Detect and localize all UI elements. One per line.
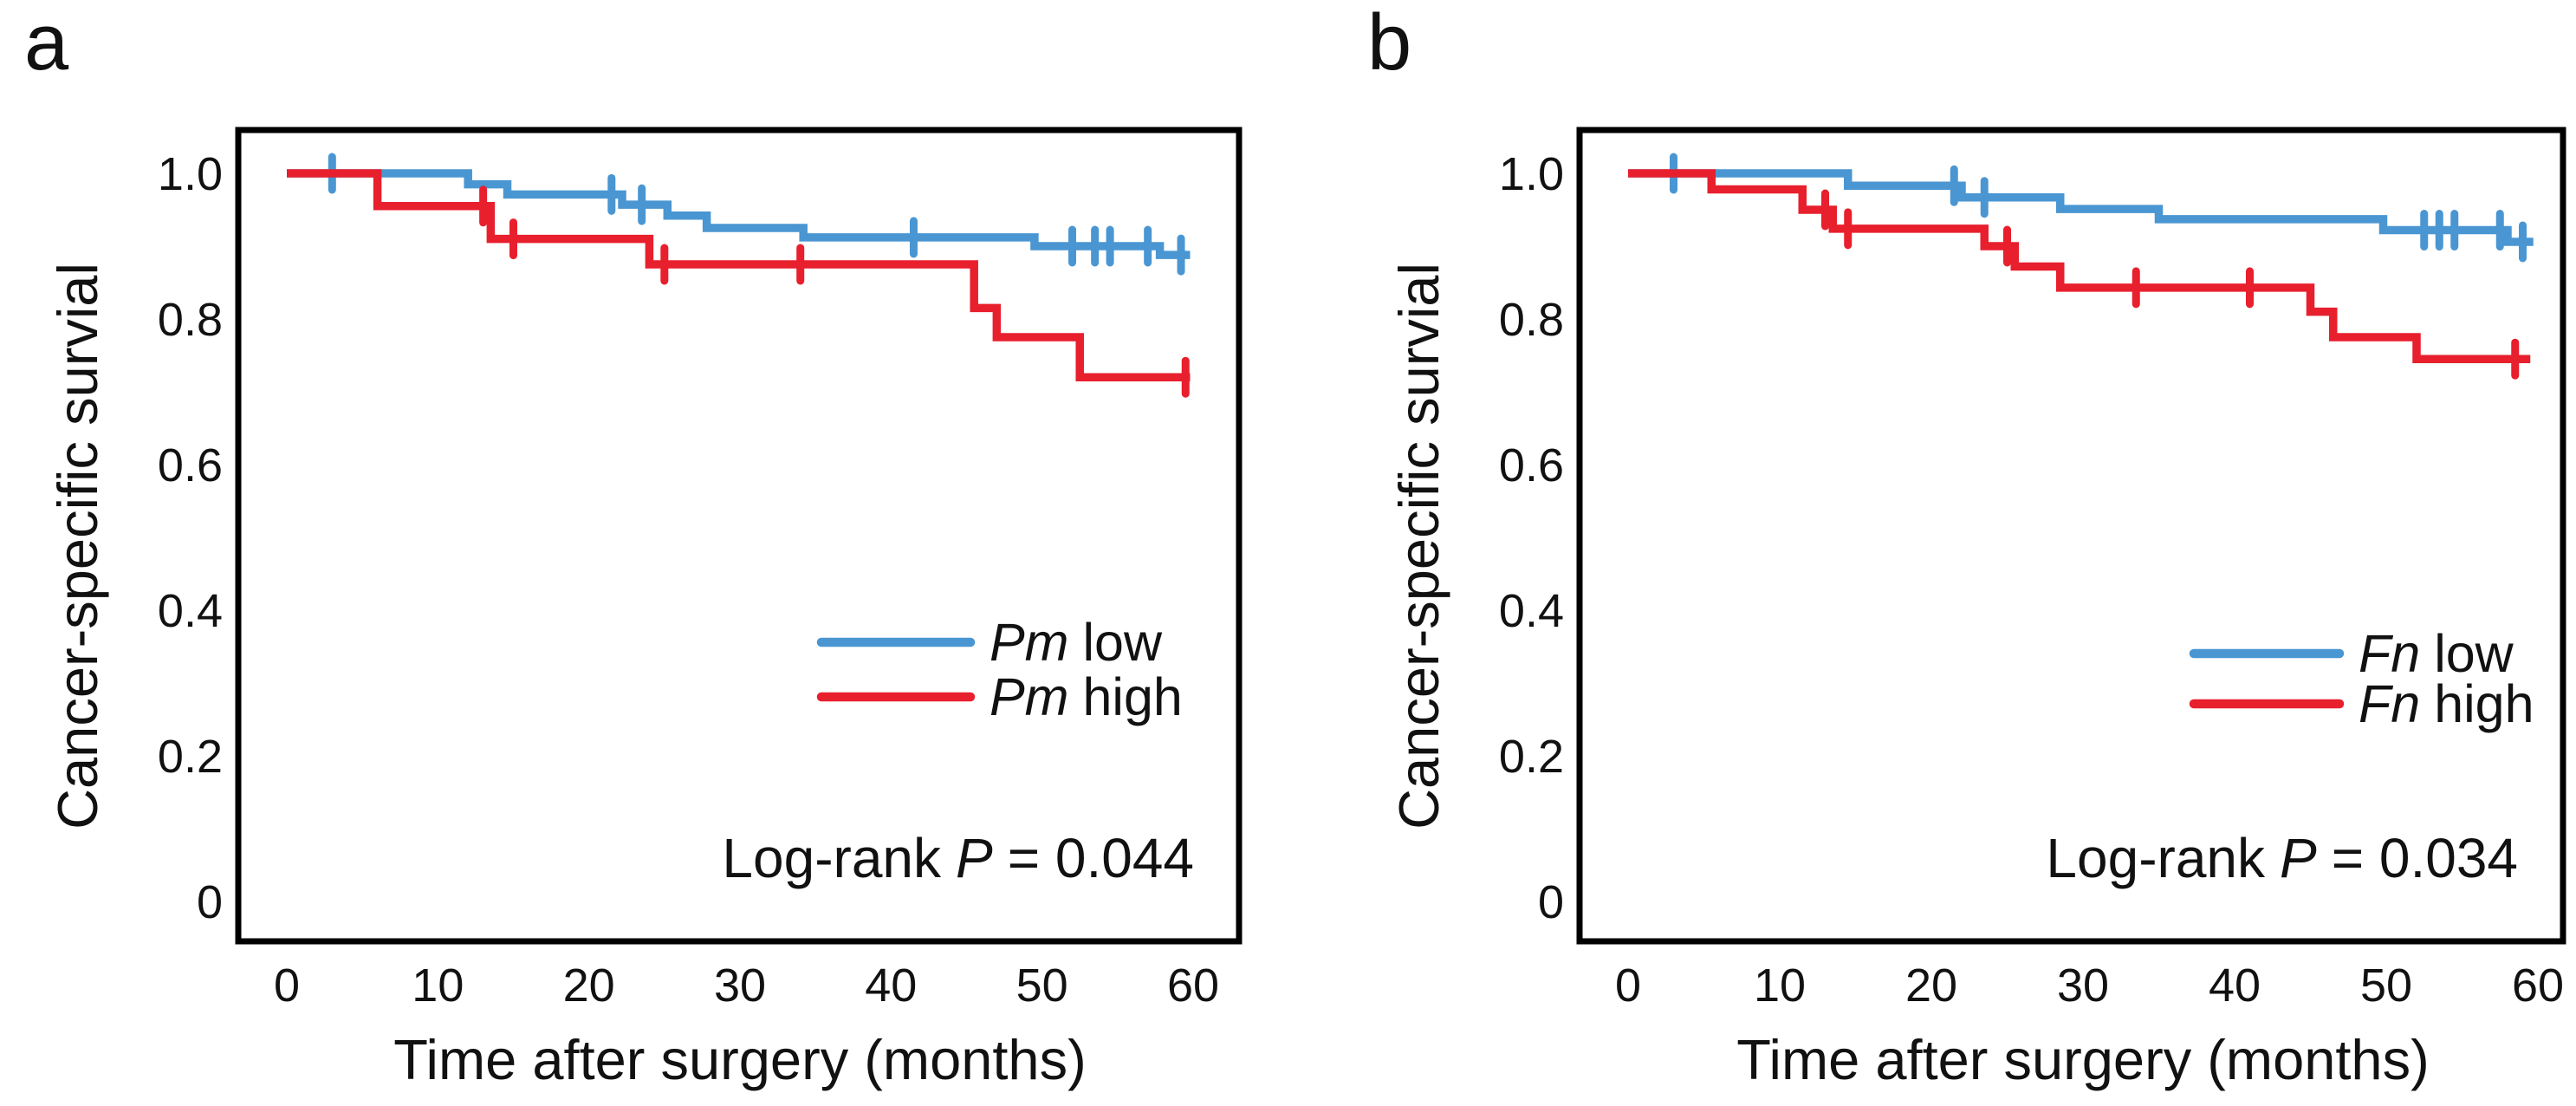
x-tick-label: 0	[274, 960, 300, 1012]
legend-label-low: Fn low	[2359, 624, 2514, 683]
legend-label-high: Pm high	[990, 667, 1183, 726]
survival-curve-pm-high	[287, 169, 1191, 381]
y-tick-label: 0.4	[158, 585, 223, 637]
legend-level-text: low	[1083, 613, 1163, 672]
x-tick-label: 0	[1615, 960, 1641, 1012]
panel-a: a 1.0 0.8 0.6 0.4 0.2 00 10 20 30 40 50 60 Time after…	[24, 0, 1243, 1091]
logrank-p-symbol: P	[956, 827, 993, 889]
y-tick-label: 0.8	[1499, 294, 1564, 346]
y-axis-label: Cancer-specific survial	[46, 263, 109, 830]
x-tick-label: 20	[563, 960, 615, 1012]
x-tick-label: 60	[1167, 960, 1219, 1012]
y-tick-label: 0.8	[158, 294, 223, 346]
logrank-prefix: Log-rank	[722, 827, 942, 889]
y-tick-label: 0.2	[1499, 731, 1564, 783]
x-tick-label: 10	[412, 960, 464, 1012]
y-tick-label: 0	[1538, 876, 1564, 928]
panel-b: b 1.0 0.8 0.6 0.4 0.2 00 10 20 30 40 50 60 Time after…	[1367, 0, 2566, 1091]
x-tick-label: 50	[1016, 960, 1068, 1012]
x-tick-label: 10	[1754, 960, 1806, 1012]
x-tick-label: 40	[2209, 960, 2261, 1012]
y-tick-label: 0.6	[1499, 439, 1564, 491]
legend-gene-name: Pm	[990, 667, 1069, 726]
x-tick-label: 30	[714, 960, 766, 1012]
legend-level-text: high	[1083, 667, 1183, 726]
y-tick-label: 1.0	[1499, 148, 1564, 200]
y-tick-label: 0.2	[158, 731, 223, 783]
y-tick-label: 0.4	[1499, 585, 1564, 637]
logrank-p-value: = 0.034	[2332, 827, 2518, 889]
logrank-p-symbol: P	[2280, 827, 2317, 889]
panel-letter: b	[1367, 0, 1411, 87]
legend-label-high: Fn high	[2359, 674, 2534, 733]
legend-level-text: low	[2434, 624, 2514, 683]
survival-curve-fn-low	[1628, 169, 2534, 246]
legend-label-low: Pm low	[990, 613, 1163, 672]
x-tick-label: 50	[2360, 960, 2412, 1012]
legend-level-text: high	[2434, 674, 2534, 733]
y-tick-label: 0.6	[158, 439, 223, 491]
panel-letter: a	[24, 0, 69, 87]
survival-curve-fn-high	[1628, 169, 2531, 363]
y-axis-label: Cancer-specific survial	[1387, 263, 1450, 830]
legend-gene-name: Fn	[2359, 624, 2420, 683]
x-tick-label: 30	[2057, 960, 2109, 1012]
y-tick-label: 0	[197, 876, 223, 928]
logrank-p-value: = 0.044	[1008, 827, 1194, 889]
y-tick-label: 1.0	[158, 148, 223, 200]
legend-gene-name: Fn	[2359, 674, 2420, 733]
x-tick-label: 20	[1905, 960, 1957, 1012]
x-tick-label: 40	[865, 960, 917, 1012]
x-axis-label: Time after surgery (months)	[1736, 1028, 2429, 1091]
plot-border	[235, 127, 1243, 945]
logrank-annotation: Log-rank P = 0.044	[722, 827, 1194, 889]
logrank-annotation: Log-rank P = 0.034	[2046, 827, 2518, 889]
legend-gene-name: Pm	[990, 613, 1069, 672]
survival-curve-pm-low	[287, 169, 1191, 259]
x-axis-label: Time after surgery (months)	[393, 1028, 1086, 1091]
x-tick-label: 60	[2512, 960, 2564, 1012]
logrank-prefix: Log-rank	[2046, 827, 2266, 889]
plot-border	[1576, 127, 2566, 945]
